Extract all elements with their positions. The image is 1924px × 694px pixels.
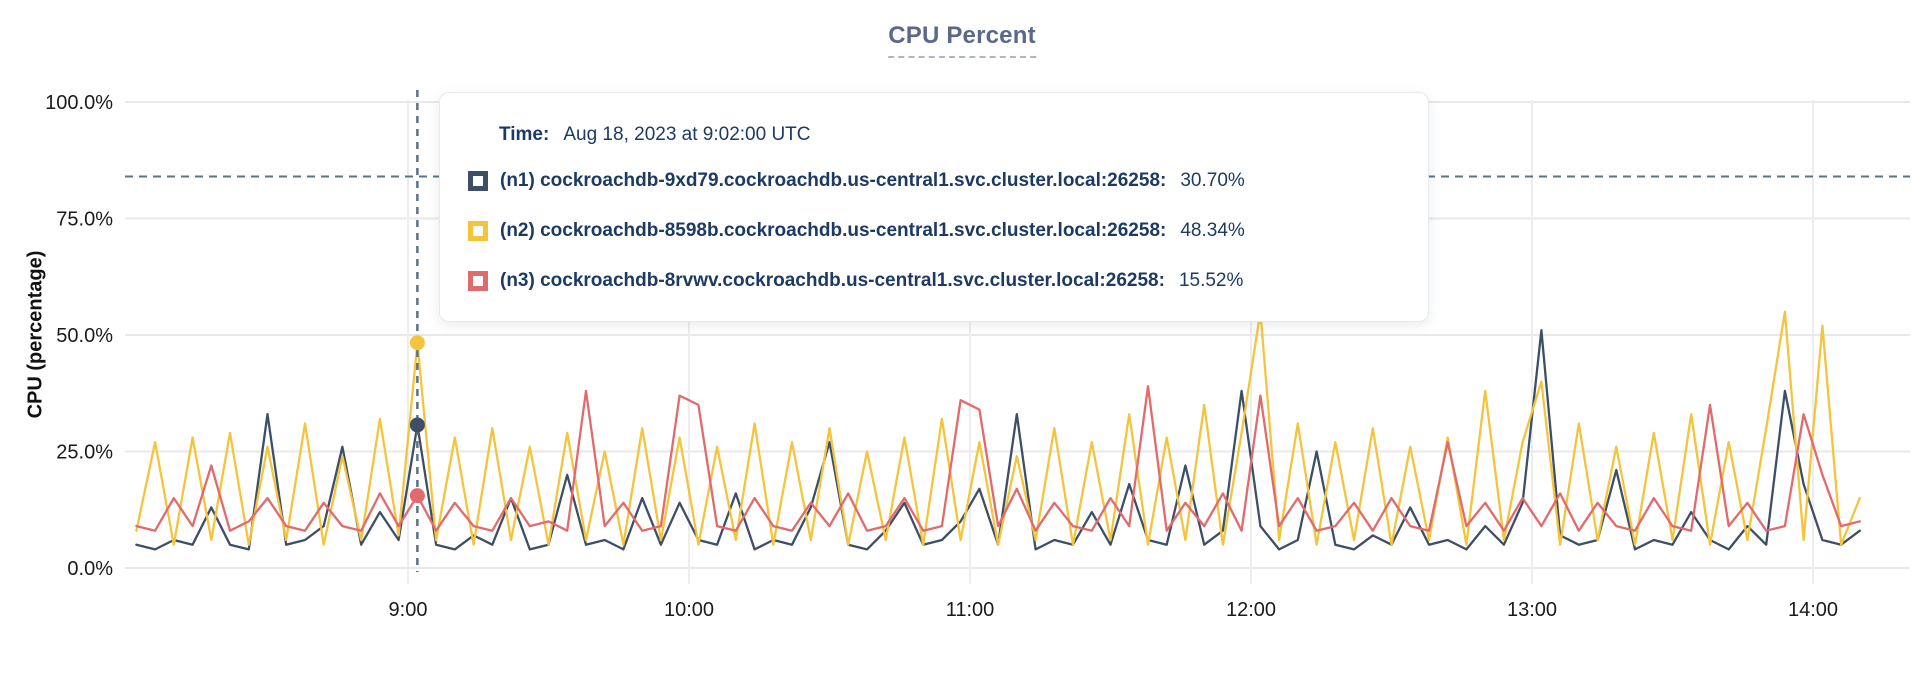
x-tick-label: 10:00 [664,599,714,621]
tooltip-time-value: Aug 18, 2023 at 9:02:00 UTC [563,124,811,145]
chart-title[interactable]: CPU Percent [888,22,1036,58]
hover-dot-n1 [409,417,425,433]
series-n3-swatch [468,271,488,291]
series-n3-label: (n3) cockroachdb-8rvwv.cockroachdb.us-ce… [500,270,1165,291]
x-tick-label: 13:00 [1507,599,1557,621]
hover-dot-n3 [409,488,425,504]
tooltip-row-n2: (n2) cockroachdb-8598b.cockroachdb.us-ce… [468,219,1392,243]
y-tick-label: 100.0% [45,92,113,114]
tooltip-row-n1: (n1) cockroachdb-9xd79.cockroachdb.us-ce… [468,169,1392,193]
x-tick-label: 12:00 [1226,599,1276,621]
x-tick-label: 11:00 [946,599,995,621]
y-tick-label: 0.0% [67,558,113,580]
y-tick-label: 75.0% [56,209,113,231]
series-n2-value: 48.34% [1180,220,1245,241]
y-tick-label: 50.0% [56,325,113,347]
series-n1-value: 30.70% [1180,170,1245,191]
tooltip-time-row: Time: Aug 18, 2023 at 9:02:00 UTC [499,123,1392,147]
hover-dot-n2 [409,335,425,351]
x-tick-label: 14:00 [1788,599,1838,621]
series-n2-swatch [468,221,488,241]
series-n3-value: 15.52% [1178,270,1244,291]
y-tick-label: 25.0% [56,442,113,464]
tooltip-row-n3: (n3) cockroachdb-8rvwv.cockroachdb.us-ce… [468,269,1392,293]
series-n1-label: (n1) cockroachdb-9xd79.cockroachdb.us-ce… [500,170,1167,191]
x-tick-label: 9:00 [389,599,428,621]
series-line-n2 [135,310,1861,546]
tooltip-time-label: Time: [499,124,550,145]
series-n1-swatch [468,171,488,191]
chart-tooltip: Time: Aug 18, 2023 at 9:02:00 UTC (n1) co… [439,92,1429,322]
series-line-n3 [135,385,1861,532]
series-n2-label: (n2) cockroachdb-8598b.cockroachdb.us-ce… [500,220,1167,241]
